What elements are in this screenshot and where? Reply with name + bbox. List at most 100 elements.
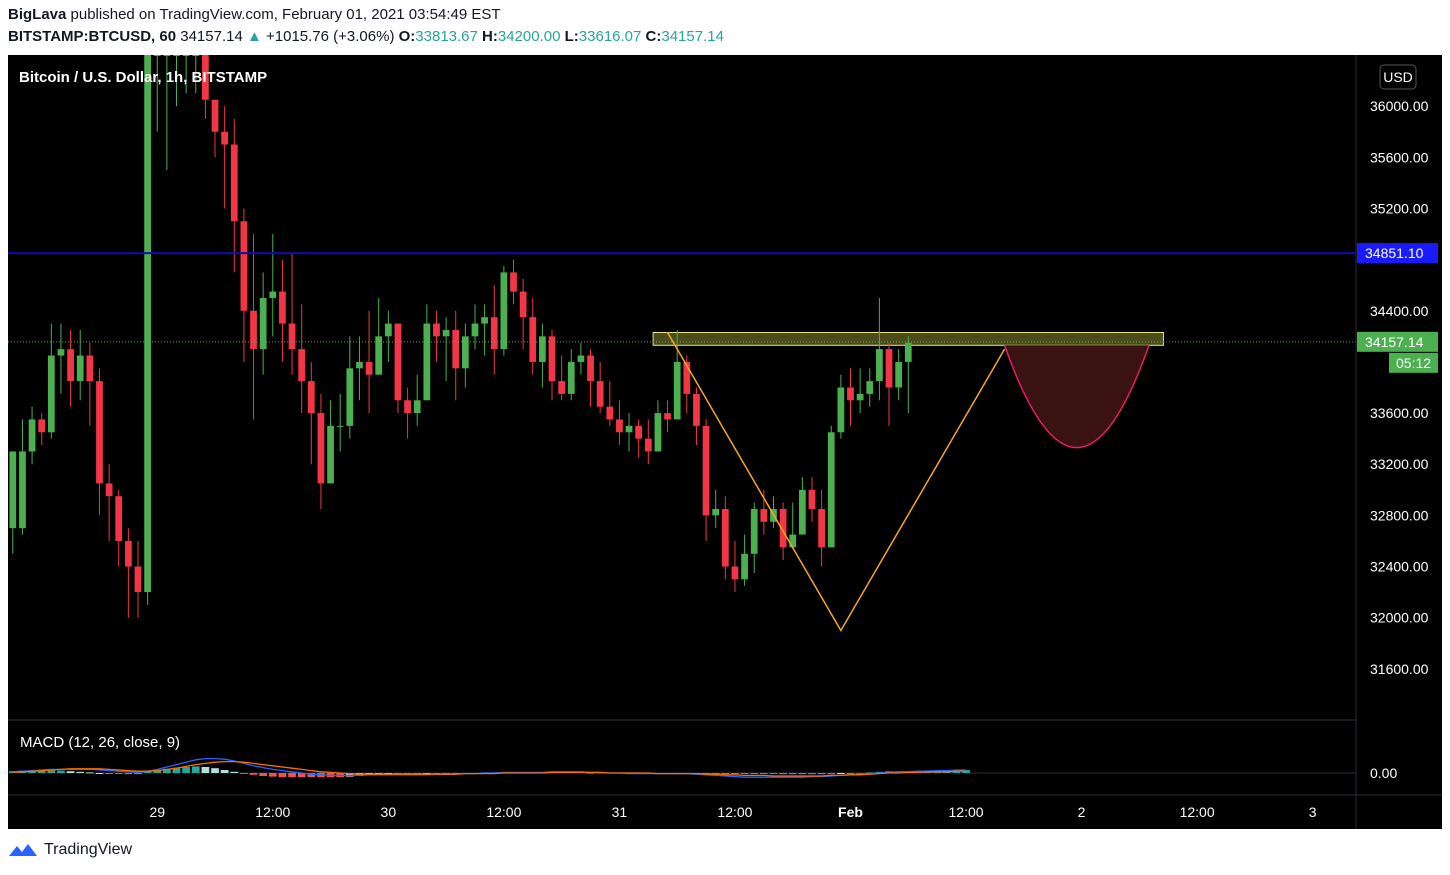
candle-body[interactable] [847, 387, 854, 401]
candle-body[interactable] [182, 55, 190, 56]
tradingview-brand[interactable]: TradingView [44, 841, 133, 858]
candle-body[interactable] [635, 425, 643, 439]
candle-body[interactable] [336, 425, 344, 427]
candle-body[interactable] [173, 55, 180, 56]
candle-body[interactable] [423, 323, 431, 401]
price-chart[interactable]: 31600.00 32000.00 32400.00 32800.00 33200.00… [8, 55, 1442, 829]
candle-body[interactable] [452, 329, 460, 369]
candle-body[interactable] [307, 381, 315, 414]
candle-body[interactable] [394, 323, 402, 401]
candle-body[interactable] [885, 349, 893, 388]
candle-body[interactable] [76, 355, 84, 382]
candle-body[interactable] [9, 451, 17, 529]
candle-body[interactable] [779, 508, 787, 548]
candle-body[interactable] [818, 508, 825, 548]
candle-body[interactable] [105, 483, 113, 497]
candle-body[interactable] [558, 381, 566, 394]
candle-body[interactable] [67, 349, 74, 382]
candle-body[interactable] [404, 400, 411, 414]
candle-body[interactable] [240, 221, 248, 311]
candle-body[interactable] [471, 323, 479, 337]
candle-body[interactable] [134, 566, 142, 593]
candle-body[interactable] [510, 272, 517, 292]
candle-body[interactable] [192, 55, 200, 56]
candle-body[interactable] [741, 553, 748, 580]
candle-body[interactable] [375, 336, 383, 375]
candle-body[interactable] [789, 534, 797, 548]
candle-body[interactable] [298, 349, 306, 382]
candle-body[interactable] [230, 144, 238, 222]
candle-body[interactable] [529, 317, 537, 362]
signal-line[interactable] [12, 760, 967, 777]
chart-legend[interactable]: Bitcoin / U.S. Dollar, 1h, BITSTAMP [19, 69, 267, 86]
candle-body[interactable] [153, 55, 161, 56]
candle-body[interactable] [606, 406, 614, 420]
candle-body[interactable] [837, 387, 845, 433]
candle-body[interactable] [625, 425, 633, 433]
candle-body[interactable] [490, 317, 498, 350]
candle-body[interactable] [798, 489, 806, 535]
candle-body[interactable] [19, 451, 26, 529]
last-price-badge[interactable] [1357, 331, 1438, 352]
author-name[interactable]: BigLava [8, 6, 67, 23]
candle-body[interactable] [413, 400, 421, 414]
candle-body[interactable] [433, 323, 440, 337]
candle-body[interactable] [866, 381, 874, 394]
candle-body[interactable] [57, 349, 65, 356]
candle-body[interactable] [500, 272, 508, 350]
candle-body[interactable] [750, 508, 758, 554]
candle-body[interactable] [221, 131, 229, 145]
candle-body[interactable] [346, 368, 354, 426]
macd-legend[interactable]: MACD (12, 26, close, 9) [20, 734, 180, 751]
candle-body[interactable] [269, 291, 277, 298]
candle-body[interactable] [587, 355, 594, 382]
candle-body[interactable] [279, 291, 286, 324]
candle-body[interactable] [28, 419, 36, 452]
candle-body[interactable] [693, 393, 700, 426]
currency-button[interactable]: USD [1379, 64, 1417, 90]
candle-body[interactable] [539, 336, 546, 362]
candle-body[interactable] [356, 361, 363, 369]
candle-body[interactable] [673, 361, 681, 420]
candle-body[interactable] [259, 297, 267, 350]
candle-body[interactable] [616, 419, 623, 433]
candle-body[interactable] [721, 508, 729, 567]
countdown-badge[interactable] [1389, 352, 1438, 373]
candle-body[interactable] [442, 329, 450, 337]
candle-body[interactable] [760, 508, 768, 522]
candle-body[interactable] [202, 55, 209, 100]
candle-body[interactable] [895, 361, 903, 388]
candle-body[interactable] [808, 489, 816, 509]
candle-body[interactable] [664, 413, 671, 420]
candle-body[interactable] [384, 323, 392, 337]
candle-body[interactable] [904, 342, 912, 362]
candle-body[interactable] [654, 413, 662, 452]
candle-body[interactable] [519, 291, 527, 318]
candle-body[interactable] [683, 361, 691, 394]
candle-body[interactable] [731, 566, 739, 580]
candle-body[interactable] [38, 419, 46, 433]
candle-body[interactable] [163, 55, 171, 56]
v-pattern-line[interactable] [666, 332, 1006, 632]
candle-body[interactable] [548, 336, 556, 382]
candle-body[interactable] [596, 381, 604, 407]
candle-body[interactable] [567, 361, 575, 394]
candle-body[interactable] [365, 361, 373, 375]
candle-body[interactable] [856, 393, 864, 401]
candle-body[interactable] [317, 413, 325, 484]
candle-body[interactable] [644, 438, 652, 452]
candle-body[interactable] [86, 355, 94, 382]
candle-body[interactable] [211, 99, 219, 132]
candle-body[interactable] [461, 336, 469, 369]
candle-body[interactable] [144, 55, 151, 593]
candle-body[interactable] [327, 425, 334, 484]
candle-body[interactable] [577, 355, 585, 362]
candle-body[interactable] [481, 317, 488, 324]
candle-body[interactable] [124, 540, 132, 567]
candle-body[interactable] [250, 310, 257, 350]
candle-body[interactable] [876, 349, 883, 382]
resistance-price-badge[interactable] [1357, 243, 1438, 264]
candle-body[interactable] [96, 381, 103, 484]
candle-body[interactable] [712, 508, 720, 516]
candle-body[interactable] [288, 323, 296, 350]
